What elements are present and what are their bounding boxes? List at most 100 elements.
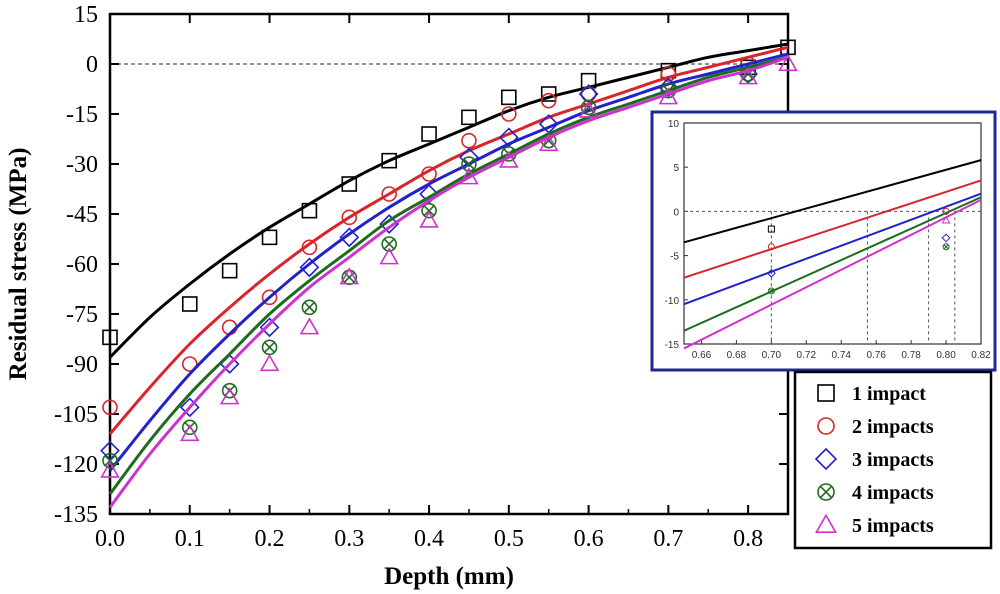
data-point-series-1 <box>301 202 318 219</box>
data-point-series-2 <box>381 186 397 202</box>
watermark-text: 头条 @江苏激光联盟 <box>752 555 929 577</box>
inset-x-tick-label: 0.70 <box>762 350 782 361</box>
data-point-series-3 <box>259 317 280 338</box>
data-point-series-1 <box>181 296 198 312</box>
data-point-series-3 <box>379 214 400 234</box>
data-point-series-5 <box>219 387 240 405</box>
inset-data-point-3 <box>766 268 776 278</box>
x-tick-label: 0.7 <box>653 526 683 552</box>
data-point-series-1 <box>381 152 397 169</box>
inset-fit-line-1 <box>683 159 982 244</box>
inset-data-point-3 <box>941 233 951 243</box>
x-tick-label: 0.8 <box>733 526 763 552</box>
data-point-series-2 <box>301 239 318 256</box>
data-point-series-1 <box>461 109 477 126</box>
data-point-series-1 <box>421 126 437 142</box>
y-tick-label: -45 <box>66 202 98 228</box>
inset-x-tick-label: 0.74 <box>832 350 852 361</box>
legend-marker-4 <box>817 483 835 501</box>
data-point-series-3 <box>339 227 360 248</box>
data-point-series-2 <box>102 399 118 416</box>
y-tick-label: -120 <box>54 452 98 478</box>
inset-y-tick-label: 0 <box>673 207 679 218</box>
legend-label-2: 2 impacts <box>852 416 934 438</box>
legend-label-4: 4 impacts <box>852 482 934 504</box>
x-tick-label: 0.6 <box>574 526 604 552</box>
inset-data-point-1 <box>767 225 775 233</box>
data-point-series-2 <box>461 132 477 149</box>
data-point-series-5 <box>499 150 519 168</box>
legend-marker-5 <box>815 513 837 534</box>
inset-data-point-4 <box>942 243 950 251</box>
data-point-series-2 <box>261 289 278 306</box>
data-point-series-3 <box>179 397 200 418</box>
main-plot: 0.0 0.1 0.2 0.3 0.4 0.5 0.6 0.7 0.8 15 0 -15 -30 -45 -… <box>5 2 798 590</box>
inset-data-point-5 <box>941 215 951 224</box>
series-3 <box>100 52 789 472</box>
inset-y-tick-label: -10 <box>665 296 680 307</box>
inset-fit-line-2 <box>683 179 982 279</box>
x-tick-label: 0.4 <box>414 526 444 552</box>
inset-x-tick-label: 0.66 <box>692 350 712 361</box>
data-point-series-5 <box>738 67 758 85</box>
data-point-series-1 <box>540 86 557 102</box>
y-tick-label: -135 <box>54 502 98 528</box>
x-tick-label: 0.1 <box>175 526 205 552</box>
legend-label-3: 3 impacts <box>852 449 934 471</box>
legend: 1 impact 2 impacts 3 impacts 4 impacts 5 imp… <box>793 370 993 550</box>
data-point-series-4 <box>381 236 397 252</box>
y-tick-label: -15 <box>66 102 98 128</box>
data-point-series-4 <box>301 299 318 316</box>
data-point-series-1 <box>221 262 238 279</box>
data-point-series-5 <box>578 100 599 118</box>
inset-x-tick-label: 0.80 <box>936 350 956 361</box>
data-point-series-4 <box>181 419 198 436</box>
inset-y-tick-label: -5 <box>670 252 679 263</box>
legend-label-5: 5 impacts <box>852 515 934 537</box>
y-tick-label: -105 <box>54 402 98 428</box>
inset-y-tick-label: 10 <box>668 119 680 130</box>
data-point-series-3 <box>419 184 439 204</box>
inset-data-point-4 <box>767 287 775 295</box>
data-point-series-2 <box>501 106 517 122</box>
inset-x-tick-label: 0.76 <box>866 350 886 361</box>
y-tick-label: 0 <box>86 52 98 78</box>
inset-series-5 <box>683 199 982 350</box>
inset-y-tick-label: -15 <box>665 340 680 351</box>
fit-line-series-1 <box>108 42 789 359</box>
inset-x-tick-label: 0.82 <box>971 350 991 361</box>
x-tick-label: 0.3 <box>334 526 364 552</box>
watermark: 头条 @江苏激光联盟 <box>752 555 929 577</box>
data-point-series-5 <box>299 317 320 335</box>
inset-border <box>650 110 997 372</box>
fit-line-series-2 <box>108 45 789 435</box>
data-point-series-1 <box>102 329 118 346</box>
data-point-series-5 <box>100 460 120 478</box>
inset-fit-line-5 <box>683 199 982 350</box>
data-point-series-3 <box>658 77 679 98</box>
data-point-series-3 <box>459 147 479 168</box>
inset-x-tick-label: 0.78 <box>901 350 921 361</box>
y-tick-label: -90 <box>66 352 98 378</box>
legend-marker-2 <box>817 417 835 435</box>
data-point-series-2 <box>341 209 358 226</box>
data-point-series-5 <box>778 53 798 72</box>
inset-y-tick-label: 5 <box>673 163 679 174</box>
x-axis-title: Depth (mm) <box>384 563 514 590</box>
x-tick-label: 0.0 <box>95 526 125 552</box>
inset-series-4 <box>683 196 982 332</box>
inset-series-3 <box>683 192 982 306</box>
data-point-series-1 <box>261 229 278 246</box>
data-point-series-5 <box>379 247 399 265</box>
y-tick-label: -30 <box>66 152 98 178</box>
data-point-series-1 <box>501 89 517 106</box>
data-point-series-2 <box>181 356 198 372</box>
inset-fit-line-3 <box>683 192 982 306</box>
inset-x-tick-label: 0.72 <box>797 350 817 361</box>
legend-marker-1 <box>817 384 835 402</box>
data-point-series-5 <box>538 133 559 152</box>
data-point-series-2 <box>660 66 677 82</box>
data-point-series-4 <box>461 156 477 172</box>
data-point-series-5 <box>259 353 280 372</box>
